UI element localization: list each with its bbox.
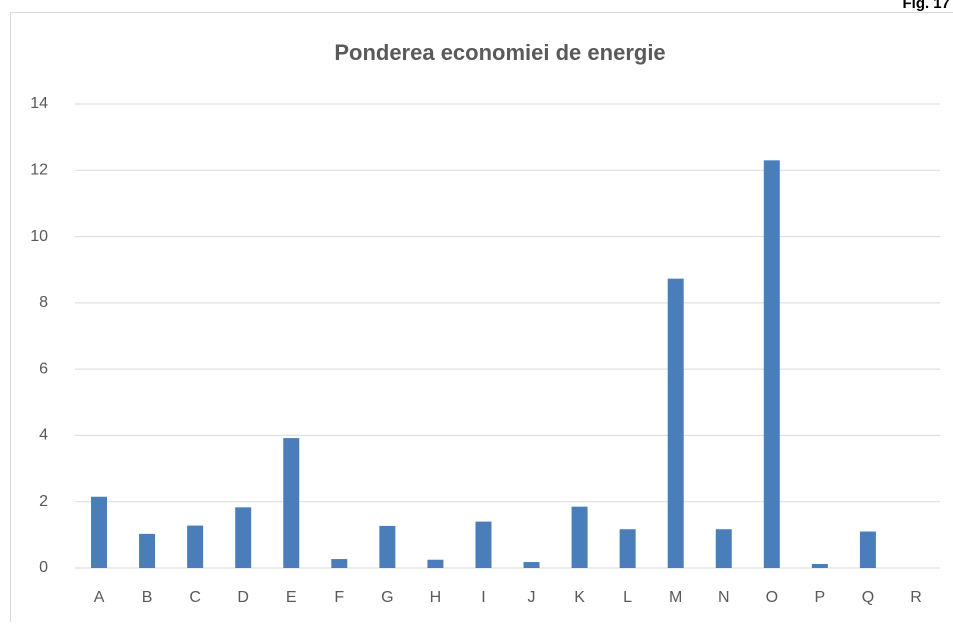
- x-tick-label: D: [237, 589, 249, 606]
- x-tick-label: E: [286, 589, 297, 606]
- x-tick-label: J: [528, 589, 536, 606]
- y-tick-label: 10: [30, 228, 48, 245]
- x-tick-label: F: [334, 589, 344, 606]
- y-tick-label: 14: [30, 95, 48, 112]
- bar: [235, 507, 251, 568]
- x-tick-label: O: [766, 589, 778, 606]
- bar: [187, 526, 203, 568]
- x-tick-label: C: [189, 589, 201, 606]
- chart-title: Ponderea economiei de energie: [334, 40, 665, 65]
- y-tick-label: 12: [30, 162, 48, 179]
- bar: [283, 438, 299, 568]
- x-tick-label: R: [910, 589, 922, 606]
- bar: [331, 559, 347, 568]
- bar: [572, 507, 588, 568]
- x-tick-label: Q: [862, 589, 874, 606]
- x-tick-label: N: [718, 589, 730, 606]
- bar: [764, 160, 780, 568]
- bar: [668, 279, 684, 568]
- bar: [716, 529, 732, 568]
- x-tick-label: M: [669, 589, 682, 606]
- y-tick-label: 0: [39, 559, 48, 576]
- x-tick-label: G: [381, 589, 393, 606]
- x-tick-label: H: [430, 589, 442, 606]
- bar: [812, 564, 828, 568]
- bar: [524, 562, 540, 568]
- x-tick-label: B: [142, 589, 153, 606]
- x-tick-label: P: [815, 589, 826, 606]
- bar: [860, 532, 876, 568]
- bar: [139, 534, 155, 568]
- bar: [620, 529, 636, 568]
- bar: [91, 497, 107, 568]
- bar: [475, 522, 491, 568]
- bar: [427, 560, 443, 568]
- bar: [379, 526, 395, 568]
- figure-label: Fig. 17: [902, 0, 950, 12]
- y-tick-label: 6: [39, 360, 48, 377]
- y-tick-label: 4: [39, 427, 48, 444]
- x-tick-label: K: [574, 589, 585, 606]
- y-tick-label: 8: [39, 294, 48, 311]
- y-tick-label: 2: [39, 493, 48, 510]
- x-tick-label: L: [623, 589, 632, 606]
- x-tick-label: A: [94, 589, 105, 606]
- x-tick-label: I: [481, 589, 485, 606]
